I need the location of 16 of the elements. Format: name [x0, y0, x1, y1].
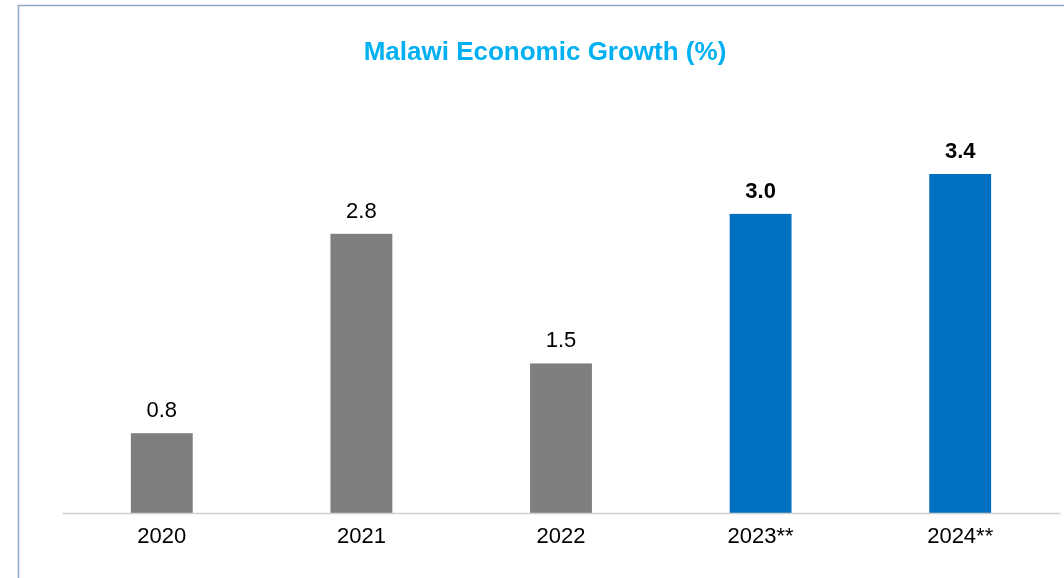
- bar: [929, 174, 992, 513]
- bar: [130, 433, 193, 513]
- data-label: 0.8: [146, 397, 178, 423]
- data-label: 3.4: [944, 138, 977, 163]
- bar: [530, 363, 592, 513]
- data-label: 3.0: [745, 177, 776, 203]
- data-label: 2.8: [346, 197, 377, 223]
- data-label: 1.5: [545, 327, 577, 353]
- bar: [729, 213, 792, 513]
- x-tick-label: 2024**: [927, 522, 994, 548]
- chart-title: Malawi Economic Growth (%): [363, 36, 727, 66]
- x-tick-label: 2021: [336, 522, 386, 548]
- x-tick-label: 2023**: [727, 522, 795, 548]
- x-tick-label: 2022: [536, 522, 586, 548]
- bar: [330, 233, 393, 513]
- x-tick-label: 2020: [137, 522, 187, 548]
